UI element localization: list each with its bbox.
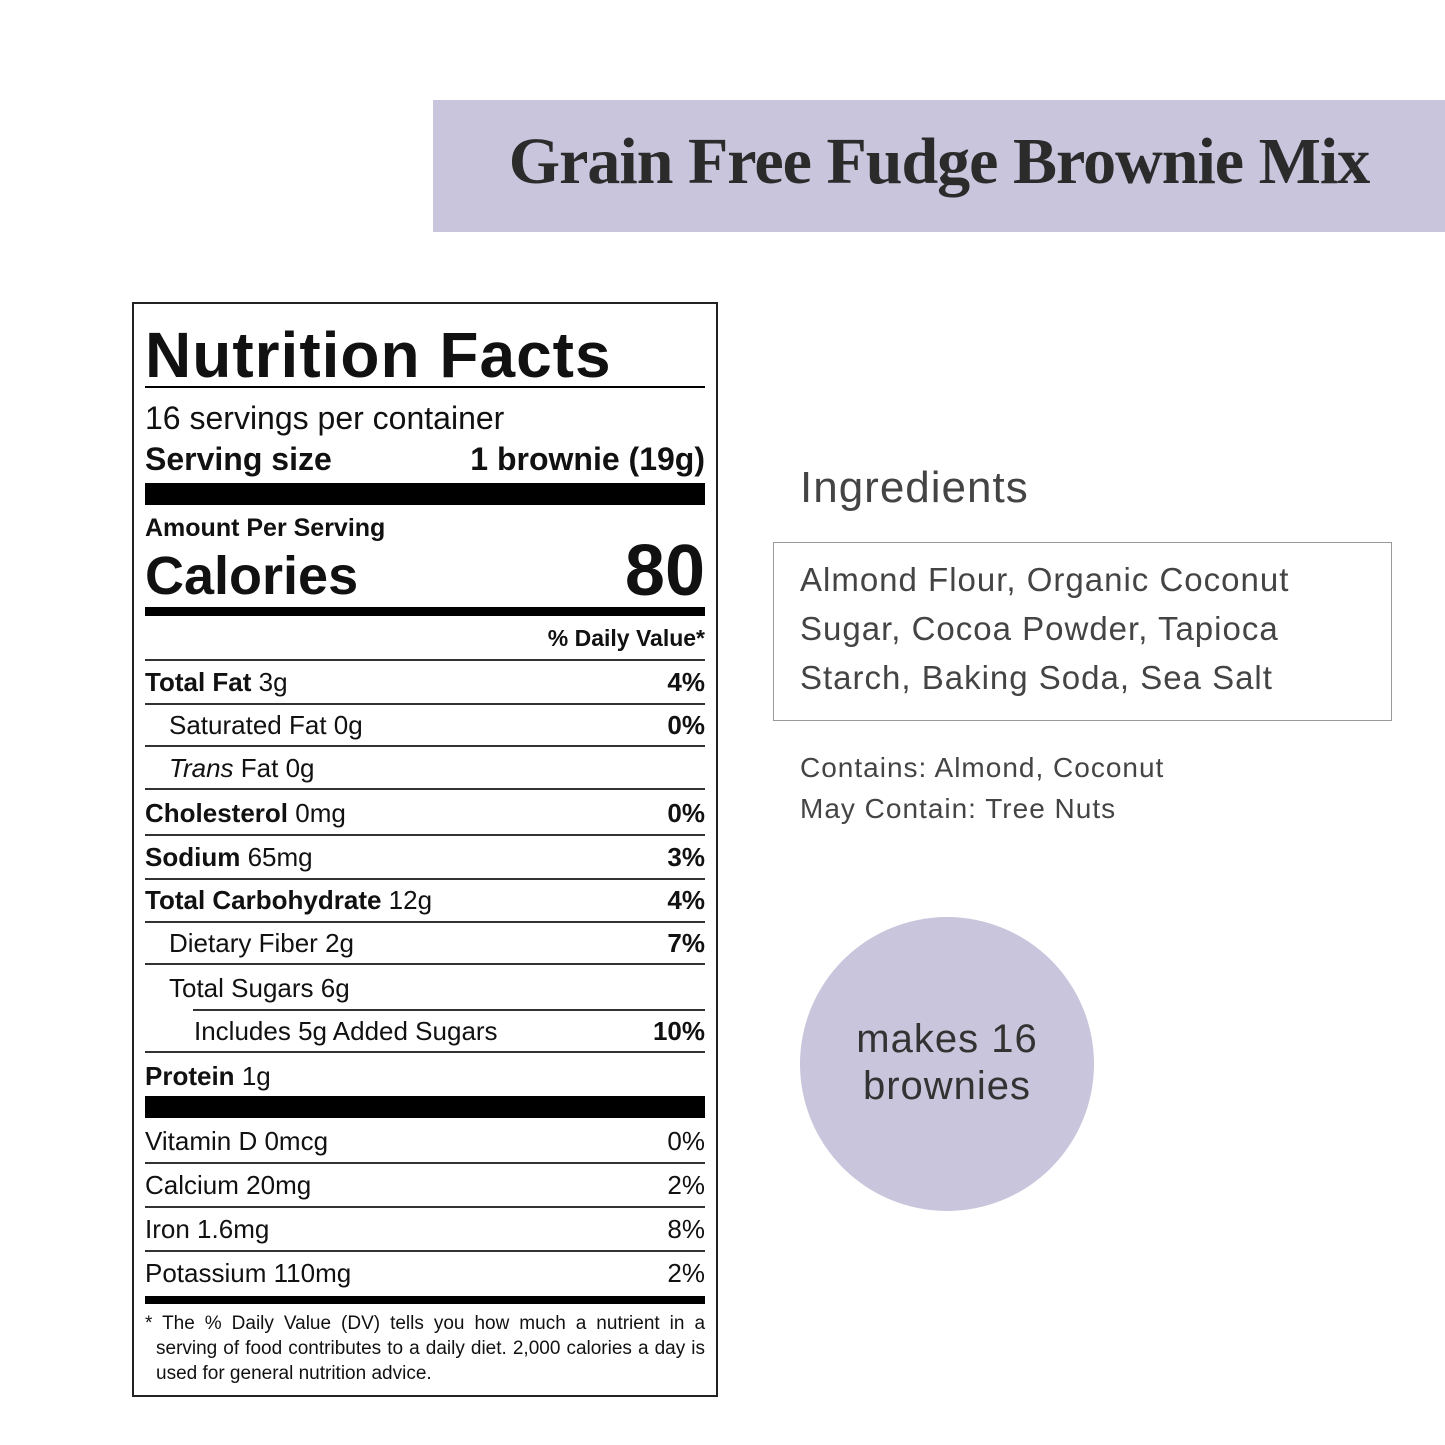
nutrient-row: Total Fat 3g 4% (145, 661, 705, 705)
dv-header: % Daily Value* (145, 617, 705, 661)
nutrient-amount: 0g (333, 709, 363, 740)
nutrient-name: Includes 5g Added Sugars (194, 1015, 498, 1046)
nutrient-amount: 2g (325, 927, 354, 958)
nutrient-row: Protein 1g (145, 1055, 705, 1097)
vitamin-amount: 110mg (273, 1257, 352, 1288)
footnote: * The % Daily Value (DV) tells you how m… (145, 1311, 705, 1386)
nutrient-name: Cholesterol (145, 797, 289, 828)
nutrient-name-italic: Trans (169, 752, 234, 783)
vitamin-amount: 0mcg (264, 1125, 329, 1156)
nutrient-dv: 7% (667, 927, 705, 958)
nutrient-amount: 0mg (295, 797, 346, 828)
nutrient-dv: 4% (667, 884, 705, 915)
serving-size-label: Serving size (145, 441, 332, 477)
vitamin-row: Iron 1.6mg 8% (145, 1208, 705, 1252)
vitamin-dv: 8% (667, 1213, 705, 1244)
nutrient-name: Sodium (145, 841, 241, 872)
nutrient-dv: 0% (667, 709, 705, 740)
badge-text: makes 16 brownies (800, 1016, 1094, 1110)
medium-rule (145, 607, 705, 616)
nutrient-row: Total Sugars 6g (145, 967, 705, 1009)
badge-line: brownies (862, 1064, 1032, 1108)
nutrient-name: Total Sugars (169, 972, 314, 1003)
calories-label: Calories (145, 546, 359, 606)
vitamin-row: Vitamin D 0mcg 0% (145, 1120, 705, 1164)
nutrient-name: Dietary Fiber (169, 927, 318, 958)
nutrient-amount: 6g (320, 972, 350, 1003)
product-title: Grain Free Fudge Brownie Mix (508, 125, 1370, 198)
nutrient-dv: 3% (667, 841, 705, 872)
serving-size-value: 1 brownie (19g) (470, 441, 705, 477)
nutrient-row: Trans Fat 0g (145, 748, 705, 790)
medium-rule (145, 1296, 705, 1304)
nutrient-name: Saturated Fat (169, 709, 327, 740)
ingredients-text: Almond Flour, Organic Coconut Sugar, Coc… (800, 561, 1290, 696)
nutrient-dv: 4% (667, 666, 705, 697)
footnote-text: The % Daily Value (DV) tells you how muc… (156, 1313, 706, 1384)
rule (193, 1009, 705, 1011)
dv-header-text: % Daily Value* (547, 624, 705, 651)
contains: Contains: Almond, Coconut (800, 752, 1165, 783)
nutrient-name: Total Fat (145, 666, 252, 697)
nutrient-row: Dietary Fiber 2g 7% (145, 923, 705, 965)
vitamin-name: Potassium (145, 1257, 267, 1288)
nutrient-dv: 10% (652, 1015, 705, 1046)
nutrient-amount: 0g (285, 752, 315, 783)
vitamin-name: Calcium (145, 1169, 239, 1200)
nutrient-row: Cholesterol 0mg 0% (145, 792, 705, 836)
vitamin-row: Calcium 20mg 2% (145, 1164, 705, 1208)
thick-rule (145, 1096, 705, 1118)
vitamin-name: Vitamin D (145, 1125, 258, 1156)
title-band: Grain Free Fudge Brownie Mix (433, 100, 1445, 232)
rule (145, 386, 705, 388)
nutrient-dv: 0% (667, 797, 705, 828)
badge-line: makes 16 (856, 1017, 1038, 1061)
vitamin-dv: 2% (667, 1169, 705, 1200)
calories-value: 80 (624, 531, 705, 611)
may-contain: May Contain: Tree Nuts (800, 793, 1117, 824)
badge (800, 917, 1094, 1211)
ingredients-box (773, 542, 1392, 721)
vitamin-dv: 0% (667, 1125, 705, 1156)
vitamin-name: Iron (145, 1213, 190, 1244)
vitamin-amount: 1.6mg (197, 1213, 270, 1244)
nutrition-title: Nutrition Facts (145, 319, 612, 391)
vitamin-dv: 2% (667, 1257, 705, 1288)
nutrient-amount: 1g (241, 1060, 271, 1091)
serving-size: Serving size 1 brownie (19g) (145, 441, 705, 478)
nutrient-row: Sodium 65mg 3% (145, 836, 705, 880)
vitamin-amount: 20mg (246, 1169, 312, 1200)
servings: 16 servings per container (145, 400, 505, 436)
ingredients-heading: Ingredients (800, 463, 1029, 512)
nutrient-row: Saturated Fat 0g 0% (145, 705, 705, 747)
vitamin-row: Potassium 110mg 2% (145, 1252, 705, 1294)
nutrient-amount: 65mg (247, 841, 313, 872)
nutrient-amount: 3g (258, 666, 288, 697)
footnote-mark: * (145, 1313, 153, 1334)
nutrient-row: Total Carbohydrate 12g 4% (145, 879, 705, 923)
nutrient-row: Includes 5g Added Sugars 10% (145, 1011, 705, 1053)
thick-rule (145, 483, 705, 505)
nutrient-name: Total Carbohydrate (145, 884, 382, 915)
nutrition-label (132, 302, 718, 1397)
nutrient-name: Fat (240, 752, 279, 783)
amount-per-serving: Amount Per Serving (145, 514, 386, 542)
nutrient-amount: 12g (388, 884, 433, 915)
nutrient-name: Protein (145, 1060, 235, 1091)
